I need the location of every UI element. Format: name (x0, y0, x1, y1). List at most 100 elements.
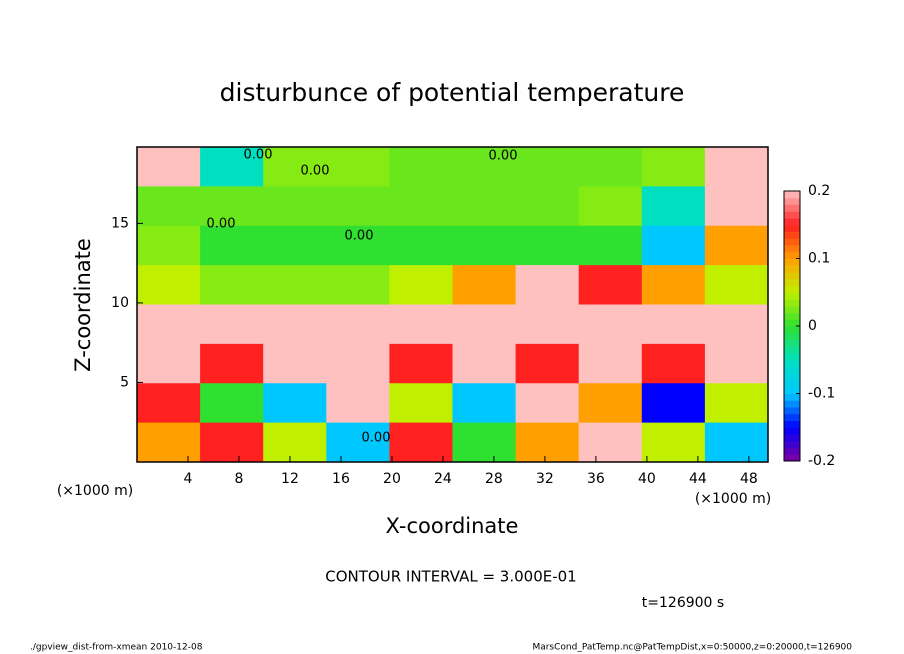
heat-cell (452, 304, 517, 345)
time-label: t=126900 s (642, 595, 724, 611)
heat-cell (578, 265, 643, 305)
contour-label: 0.00 (362, 431, 391, 446)
heat-cell (641, 265, 706, 305)
plot-frame (136, 146, 769, 463)
x-tick-label: 16 (332, 471, 350, 487)
heat-cell (515, 147, 580, 187)
x-axis-label: X-coordinate (386, 514, 519, 538)
colorbar-step (784, 373, 800, 381)
heat-cell (263, 304, 327, 345)
heat-cell (704, 265, 769, 305)
colorbar-step (784, 218, 800, 226)
heat-cell (263, 383, 327, 424)
colorbar-step (784, 299, 800, 307)
x-tick-label: 8 (235, 471, 244, 487)
x-tick-label: 24 (434, 471, 452, 487)
heat-cell (452, 343, 517, 384)
heat-cell (578, 343, 643, 384)
heat-cell (452, 147, 517, 187)
colorbar-step (784, 278, 800, 286)
heat-cell (578, 304, 643, 345)
y-axis-label: Z-coordinate (71, 238, 95, 372)
colorbar-step (784, 272, 800, 280)
heat-cell (641, 422, 706, 463)
heat-cell (326, 186, 390, 227)
heat-cell (704, 225, 769, 266)
heat-cell (389, 304, 453, 345)
colorbar-step (784, 312, 800, 320)
heat-cell (137, 147, 201, 187)
x-tick-label: 32 (536, 471, 554, 487)
x-tick-label: 40 (638, 471, 656, 487)
heat-cell (263, 147, 327, 187)
x-tick-label: 28 (485, 471, 503, 487)
heat-cell (137, 225, 201, 266)
colorbar-step (784, 454, 800, 462)
heat-cell (389, 343, 453, 384)
colorbar-tick-label: -0.2 (808, 453, 835, 469)
heat-cell (515, 343, 580, 384)
colorbar-step (784, 285, 800, 293)
heat-cell (515, 265, 580, 305)
heat-cell (704, 186, 769, 227)
colorbar-step (784, 319, 800, 327)
heat-cell (200, 383, 264, 424)
colorbar-step (784, 393, 800, 401)
colorbar-step (784, 413, 800, 421)
colorbar-step (784, 427, 800, 435)
colorbar-step (784, 211, 800, 219)
colorbar-step (784, 231, 800, 239)
x-tick-label: 12 (281, 471, 299, 487)
heat-cell (389, 186, 453, 227)
contour-interval: CONTOUR INTERVAL = 3.000E-01 (325, 568, 576, 586)
colorbar-step (784, 332, 800, 340)
chart-title: disturbunce of potential temperature (220, 78, 685, 107)
colorbar-step (784, 440, 800, 448)
colorbar-step (784, 407, 800, 415)
contour-label: 0.00 (244, 148, 273, 163)
colorbar-step (784, 380, 800, 388)
x-tick-label: 36 (587, 471, 605, 487)
colorbar-step (784, 258, 800, 266)
colorbar-step (784, 366, 800, 374)
colorbar-step (784, 400, 800, 408)
colorbar-tick-label: 0 (808, 318, 817, 334)
heat-cell (641, 343, 706, 384)
heat-cell (515, 383, 580, 424)
heat-cell (389, 147, 453, 187)
heat-cell (452, 422, 517, 463)
heat-cell (704, 304, 769, 345)
y-tick-label: 10 (111, 295, 129, 311)
heat-cell (641, 186, 706, 227)
heat-cell (578, 422, 643, 463)
heat-cell (326, 422, 390, 463)
heat-cell (704, 147, 769, 187)
heat-cell (137, 383, 201, 424)
heat-cell (641, 147, 706, 187)
heat-cell (200, 147, 264, 187)
heat-cell (263, 422, 327, 463)
heat-cell (389, 383, 453, 424)
colorbar-step (784, 191, 800, 199)
heat-cell (641, 383, 706, 424)
heat-cell (641, 304, 706, 345)
colorbar-step (784, 224, 800, 232)
heat-cell (200, 225, 264, 266)
colorbar-step (784, 346, 800, 354)
colorbar-step (784, 204, 800, 212)
heat-cell (326, 304, 390, 345)
contour-label: 0.00 (301, 164, 330, 179)
x-tick-label: 4 (184, 471, 193, 487)
colorbar-step (784, 265, 800, 273)
footer-right: MarsCond_PatTemp.nc@PatTempDist,x=0:5000… (532, 643, 852, 653)
colorbar-step (784, 245, 800, 253)
colorbar-step (784, 353, 800, 361)
heat-cell (326, 383, 390, 424)
heat-cell (326, 147, 390, 187)
heat-cell (200, 422, 264, 463)
heat-cell (578, 186, 643, 227)
colorbar-tick-label: 0.1 (808, 251, 830, 267)
heat-cell (200, 265, 264, 305)
colorbar-step (784, 238, 800, 246)
